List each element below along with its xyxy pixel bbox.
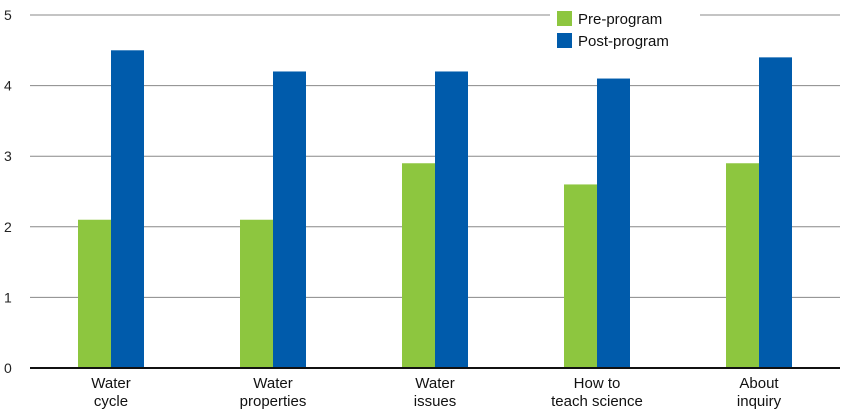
bar-post-program-3 (597, 78, 630, 368)
legend-swatch-1 (557, 33, 572, 48)
bar-post-program-4 (759, 57, 792, 369)
y-tick-label-2: 2 (4, 219, 12, 235)
x-label-3: How to teach science (551, 375, 643, 410)
y-tick-label-4: 4 (4, 78, 12, 94)
bar-pre-program-2 (402, 163, 435, 368)
bars (78, 50, 792, 369)
y-tick-label-1: 1 (4, 289, 12, 305)
bar-pre-program-0 (78, 219, 111, 368)
x-label-0-line-0: Water (91, 375, 130, 392)
bar-pre-program-3 (564, 184, 597, 368)
legend-swatch-0 (557, 11, 572, 26)
x-label-0-line-1: cycle (94, 393, 128, 410)
bar-post-program-0 (111, 50, 144, 369)
x-label-4: About inquiry (737, 375, 782, 410)
x-label-1-line-1: properties (240, 393, 307, 410)
x-label-1: Water properties (240, 375, 307, 410)
bar-pre-program-1 (240, 219, 273, 368)
x-label-4-line-1: inquiry (737, 393, 782, 410)
y-tick-label-0: 0 (4, 360, 12, 376)
y-tick-label-3: 3 (4, 148, 12, 164)
x-label-0: Water cycle (91, 375, 130, 410)
x-label-2: Water issues (414, 375, 457, 410)
legend-label-1: Post-program (578, 33, 669, 50)
x-label-4-line-0: About (739, 375, 779, 392)
x-label-3-line-1: teach science (551, 393, 643, 410)
x-label-1-line-0: Water (253, 375, 292, 392)
x-label-2-line-0: Water (415, 375, 454, 392)
bar-pre-program-4 (726, 163, 759, 368)
bar-post-program-1 (273, 71, 306, 368)
legend: Pre-program Post-program (550, 6, 700, 56)
bar-post-program-2 (435, 71, 468, 368)
y-tick-label-5: 5 (4, 7, 12, 23)
y-axis-ticks: 0 1 2 3 4 5 (4, 7, 12, 376)
x-label-2-line-1: issues (414, 393, 457, 410)
x-label-3-line-0: How to (574, 375, 621, 392)
legend-background (550, 6, 700, 56)
legend-label-0: Pre-program (578, 11, 662, 28)
